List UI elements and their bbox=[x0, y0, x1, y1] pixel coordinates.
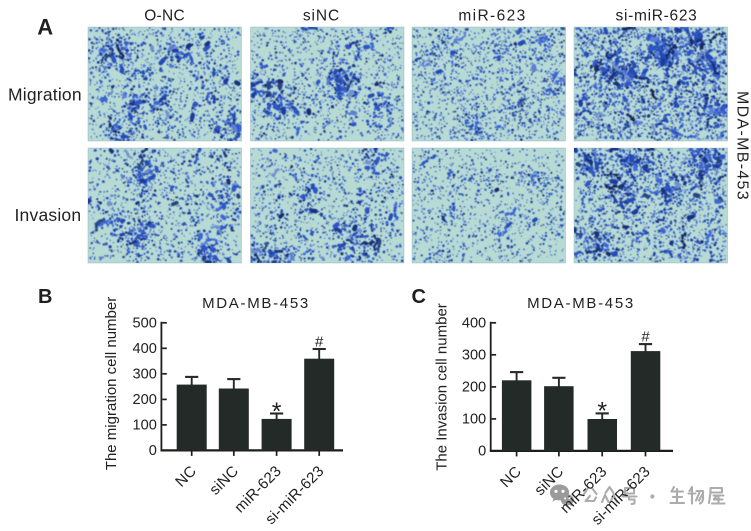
svg-text:300: 300 bbox=[133, 367, 157, 383]
svg-text:si-miR-623: si-miR-623 bbox=[616, 8, 698, 25]
svg-text:miR-623: miR-623 bbox=[458, 8, 526, 25]
svg-text:C: C bbox=[412, 286, 426, 308]
svg-text:The migration cell number: The migration cell number bbox=[103, 297, 120, 470]
svg-text:A: A bbox=[37, 15, 53, 40]
svg-text:The Invasion cell number: The Invasion cell number bbox=[434, 303, 451, 471]
svg-text:400: 400 bbox=[133, 341, 157, 357]
svg-text:*: * bbox=[597, 398, 607, 426]
svg-text:MDA-MB-453: MDA-MB-453 bbox=[734, 91, 751, 201]
svg-text:100: 100 bbox=[133, 418, 157, 434]
svg-text:siNC: siNC bbox=[303, 8, 340, 25]
svg-text:200: 200 bbox=[133, 392, 157, 408]
svg-text:*: * bbox=[272, 398, 282, 426]
svg-text:O-NC: O-NC bbox=[144, 8, 185, 25]
svg-text:Migration: Migration bbox=[8, 85, 82, 105]
svg-text:400: 400 bbox=[462, 316, 486, 332]
svg-text:200: 200 bbox=[462, 380, 486, 396]
svg-text:B: B bbox=[38, 286, 52, 308]
svg-text:Invasion: Invasion bbox=[15, 205, 82, 225]
svg-text:100: 100 bbox=[462, 412, 486, 428]
svg-text:0: 0 bbox=[149, 443, 157, 459]
svg-text:MDA-MB-453: MDA-MB-453 bbox=[527, 295, 635, 312]
svg-text:300: 300 bbox=[462, 348, 486, 364]
svg-text:#: # bbox=[641, 329, 650, 346]
svg-text:MDA-MB-453: MDA-MB-453 bbox=[202, 295, 310, 312]
svg-text:0: 0 bbox=[478, 444, 486, 460]
svg-text:#: # bbox=[315, 333, 324, 350]
svg-text:500: 500 bbox=[133, 316, 157, 332]
